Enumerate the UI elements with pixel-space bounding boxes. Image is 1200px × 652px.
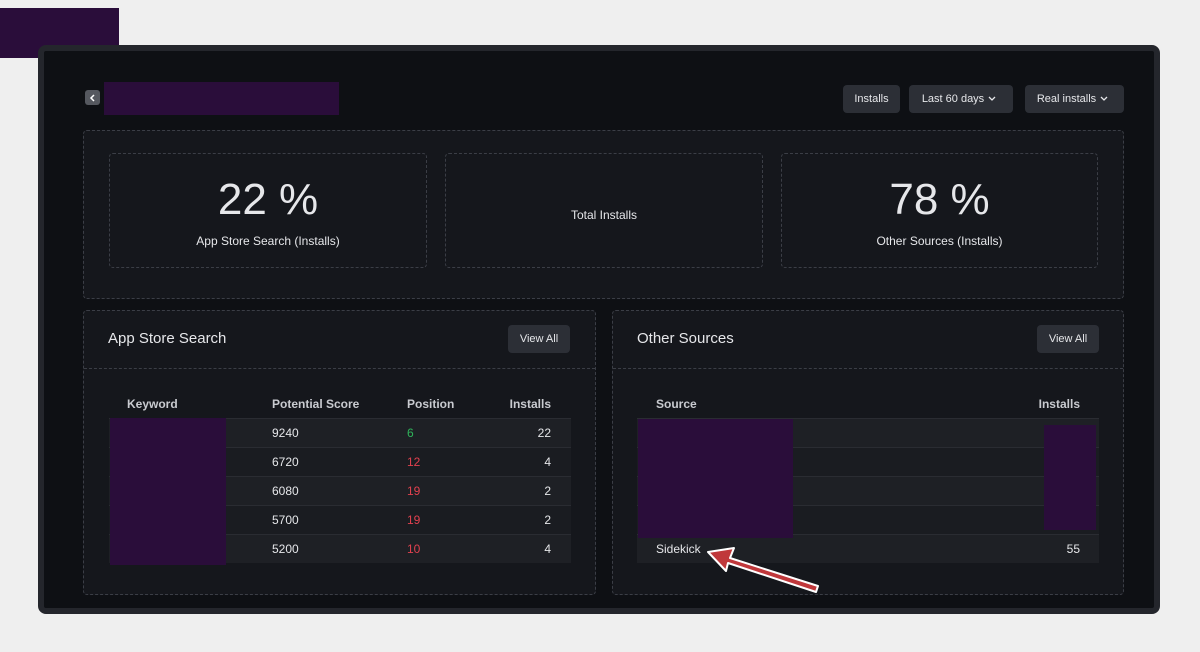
metric-button[interactable]: Installs [843, 85, 900, 113]
divider [84, 368, 595, 369]
button-text: Last 60 days [921, 93, 985, 105]
back-icon [89, 93, 95, 102]
stat-label: Other Sources (Installs) [876, 233, 1003, 248]
position-cell: 10 [407, 542, 421, 556]
page: Installs Last 60 days Real installs 22 %… [0, 8, 1200, 652]
type-dropdown[interactable]: Real installs [1025, 85, 1124, 113]
range-dropdown[interactable]: Last 60 days [909, 85, 1013, 113]
installs-cell: 4 [544, 455, 551, 469]
stat-card: Total Installs [445, 153, 763, 268]
stat-card: 22 % App Store Search (Installs) [109, 153, 427, 268]
button-text: View All [1048, 333, 1088, 345]
column-header: Position [407, 397, 455, 411]
chevron [1100, 96, 1108, 101]
score-cell: 6720 [272, 455, 299, 469]
column-header: Installs [509, 397, 551, 411]
stat-value: 78 % [889, 174, 990, 224]
column-header: Source [656, 397, 697, 411]
source-cell: Sidekick [656, 542, 701, 556]
installs-cell: 2 [544, 513, 551, 527]
chevron [988, 96, 996, 101]
installs-cell: 2 [544, 484, 551, 498]
installs-cell: 22 [537, 426, 551, 440]
stat-value: 22 % [217, 174, 319, 224]
column-header: Installs [1038, 397, 1080, 411]
position-cell: 6 [407, 426, 414, 440]
annotation-arrow [707, 547, 819, 593]
button-text: View All [519, 333, 559, 345]
score-cell: 9240 [272, 426, 299, 440]
stats-panel [83, 130, 1124, 299]
column-header: Potential Score [272, 397, 360, 411]
view-all-button[interactable]: View All [508, 325, 570, 353]
button-text: Real installs [1036, 93, 1097, 105]
back-button[interactable] [85, 90, 100, 105]
position-cell: 12 [407, 455, 421, 469]
view-all-button[interactable]: View All [1037, 325, 1099, 353]
score-cell: 6080 [272, 484, 299, 498]
position-cell: 19 [407, 513, 421, 527]
redacted-installs [1044, 425, 1096, 530]
button-text: Installs [854, 93, 889, 105]
column-header: Keyword [127, 397, 178, 411]
stat-card: 78 % Other Sources (Installs) [781, 153, 1098, 268]
panel-title: Other Sources [637, 330, 734, 347]
redacted-keywords [110, 418, 226, 565]
stat-label: Total Installs [570, 207, 638, 222]
divider [613, 368, 1123, 369]
installs-cell: 55 [1066, 542, 1080, 556]
score-cell: 5700 [272, 513, 299, 527]
stat-label: App Store Search (Installs) [196, 233, 340, 248]
redacted-title [104, 82, 339, 115]
position-cell: 19 [407, 484, 421, 498]
installs-cell: 4 [544, 542, 551, 556]
score-cell: 5200 [272, 542, 299, 556]
panel-title: App Store Search [108, 330, 227, 347]
redacted-sources [638, 419, 793, 538]
